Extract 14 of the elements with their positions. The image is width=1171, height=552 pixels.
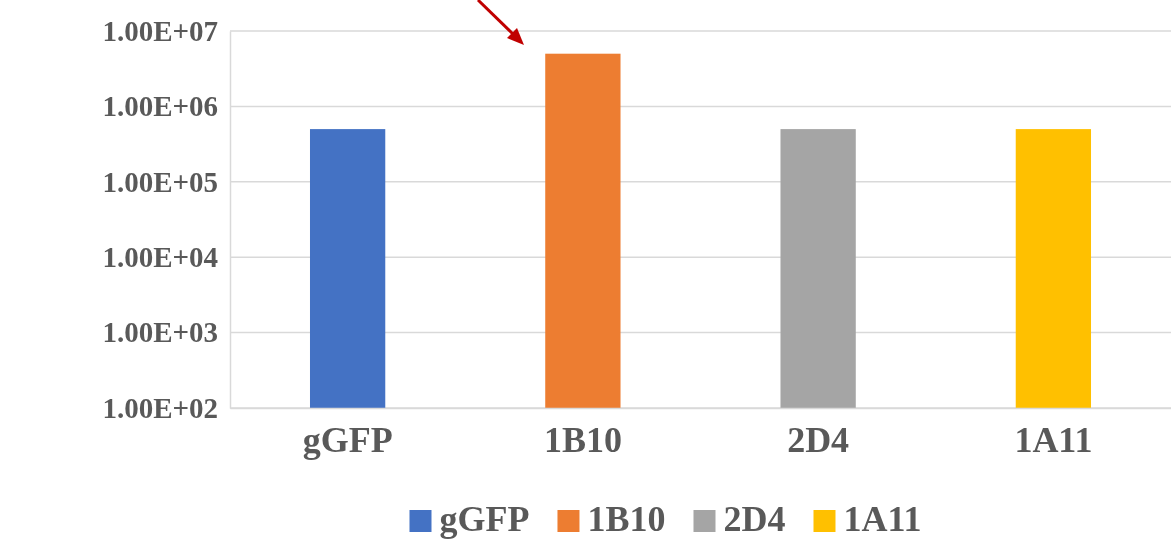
y-tick-label: 1.00E+06 — [102, 90, 218, 123]
legend-label: gGFP — [439, 499, 530, 539]
x-tick-label: 1B10 — [543, 419, 622, 460]
y-tick-label: 1.00E+02 — [102, 391, 218, 424]
x-tick-label: 2D4 — [787, 419, 850, 460]
legend-label: 1B10 — [587, 499, 666, 539]
y-tick-label: 1.00E+05 — [102, 165, 218, 198]
y-tick-label: 1.00E+04 — [102, 240, 218, 273]
x-tick-label: 1A11 — [1014, 419, 1093, 460]
y-tick-label: 1.00E+07 — [102, 14, 218, 47]
y-tick-label: 1.00E+03 — [102, 316, 218, 349]
x-tick-label: gGFP — [302, 419, 393, 460]
legend-label: 1A11 — [843, 499, 922, 539]
legend-label: 2D4 — [723, 499, 786, 539]
